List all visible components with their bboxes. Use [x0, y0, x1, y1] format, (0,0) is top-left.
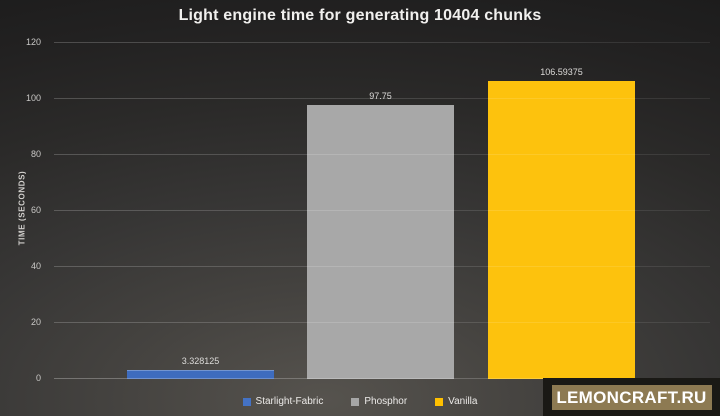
bar-value-label: 106.59375 — [540, 66, 583, 77]
legend-label: Phosphor — [364, 396, 408, 407]
y-tick-label: 40 — [30, 261, 41, 272]
gridline — [54, 42, 710, 43]
chart-title: Light engine time for generating 10404 c… — [178, 7, 542, 24]
legend-swatch-yellow-icon — [435, 397, 444, 406]
legend-swatch-gray-icon — [351, 397, 360, 406]
legend-item-phosphor: Phosphor — [351, 396, 407, 407]
y-tick-label: 0 — [35, 373, 41, 383]
watermark-badge[interactable]: LEMONCRAFT.RU — [551, 384, 712, 410]
bar-starlight-fabric: 3.328125 — [127, 356, 274, 379]
legend-item-vanilla: Vanilla — [435, 396, 477, 407]
y-tick-label: 20 — [30, 317, 41, 328]
chart-legend: Starlight-Fabric Phosphor Vanilla — [0, 396, 720, 407]
bar-value-label: 3.328125 — [181, 355, 220, 366]
y-tick-label: 100 — [25, 93, 41, 103]
gridline — [54, 98, 710, 99]
gridline — [54, 322, 710, 323]
bar-value-label: 97.75 — [369, 91, 392, 102]
plot-area: 3.328125 97.75 106.59375 0 20 40 60 80 100 120 — [26, 38, 710, 383]
legend-swatch-blue-icon — [242, 397, 251, 406]
y-tick-label: 80 — [30, 149, 41, 160]
bar-vanilla: 106.59375 — [488, 67, 635, 379]
bar-top-highlight — [127, 369, 274, 371]
gridline — [54, 378, 710, 379]
y-tick-label: 60 — [30, 205, 41, 215]
legend-item-starlight-fabric: Starlight-Fabric — [242, 396, 324, 407]
y-tick-label: 120 — [25, 37, 41, 47]
gridline — [54, 210, 710, 211]
gridline — [54, 154, 710, 155]
bar-phosphor: 97.75 — [307, 91, 454, 379]
legend-label: Starlight-Fabric — [255, 396, 324, 407]
legend-label: Vanilla — [448, 396, 478, 407]
gridline — [54, 266, 710, 267]
watermark-block: LEMONCRAFT.RU — [543, 378, 720, 416]
